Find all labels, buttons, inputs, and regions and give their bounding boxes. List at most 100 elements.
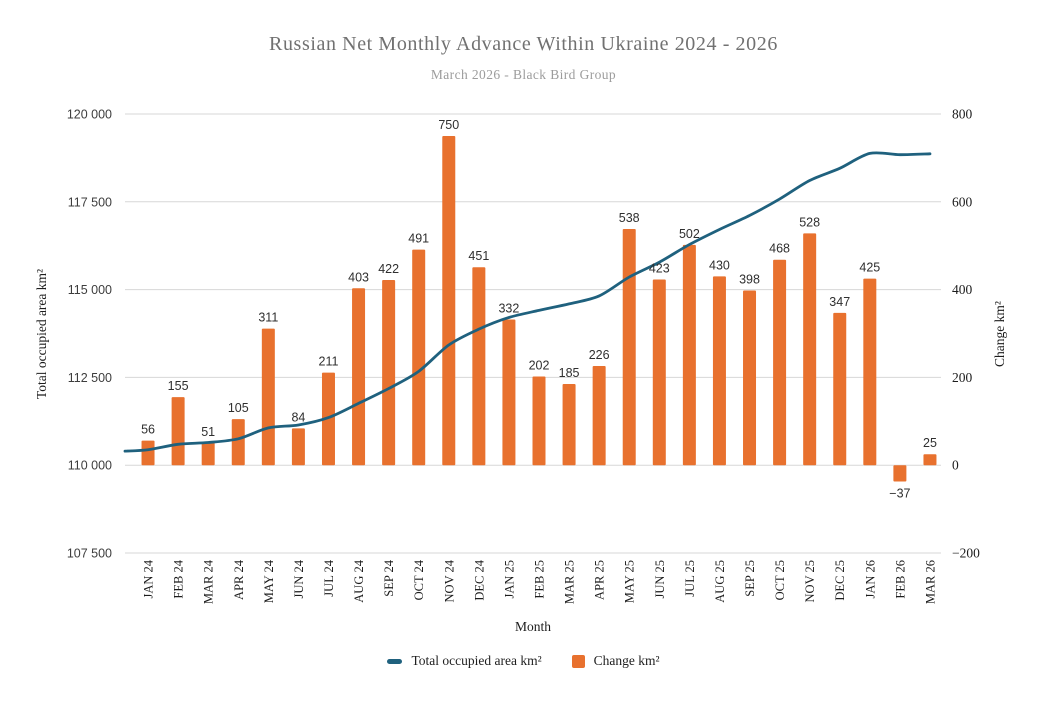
bar-value-label: 185 [559,366,580,380]
bar [442,135,456,466]
x-axis-tick-label: MAY 24 [262,559,276,603]
left-axis-tick-label: 115 000 [68,283,112,297]
bar-value-label: 398 [739,272,760,286]
bar-value-label: 211 [319,355,339,369]
x-axis-tick-label: DEC 24 [472,559,486,600]
bar-value-label: 423 [649,262,670,276]
x-axis-tick-label: OCT 25 [773,560,787,600]
legend-item-change: Change km² [571,653,660,669]
right-axis-tick-label: 0 [952,458,959,473]
x-axis-tick-label: FEB 25 [533,560,547,599]
bar [863,278,877,466]
bar-value-label: 226 [589,348,610,362]
chart-title: Russian Net Monthly Advance Within Ukrai… [269,33,778,55]
right-axis-ticks: 800 600 400 200 0 −200 [952,107,980,561]
bar-series [141,135,937,482]
x-axis-tick-label: MAY 25 [623,560,637,603]
bar-value-label: 25 [923,436,937,450]
bar-value-label: 538 [619,211,640,225]
x-axis-tick-label: FEB 26 [893,560,907,599]
bar-value-label: 502 [679,227,700,241]
bar-value-label: 84 [291,410,305,424]
x-axis-tick-label: MAR 24 [202,559,216,604]
x-axis-tick-label: APR 25 [593,560,607,600]
line-series [123,151,932,453]
bar [833,312,847,466]
bar-value-label: 528 [799,215,820,229]
bar [743,290,757,466]
bar-value-label: 311 [258,311,278,325]
bar [472,267,486,466]
bar-value-label: 451 [468,249,489,263]
bar [622,229,636,466]
x-axis-tick-label: NOV 24 [442,559,456,602]
line-swatch-icon [387,658,403,664]
gridlines [125,113,941,554]
x-axis-tick-label: APR 24 [232,559,246,600]
left-axis-tick-label: 120 000 [67,108,112,122]
bar [652,279,666,466]
x-axis-tick-label: MAR 25 [563,560,577,604]
bar [592,365,606,466]
bar-value-labels: 56 155 51 105 311 84 211 403 422 491 750 451 332 202 1… [141,118,937,500]
right-axis-tick-label: 600 [952,194,973,209]
x-axis-tick-label: AUG 24 [352,559,366,602]
bar-value-label: 750 [438,118,459,132]
bar-value-label: 403 [348,270,369,284]
bar [712,276,726,466]
bar [502,319,516,466]
bar [171,397,185,466]
right-axis-tick-label: 200 [952,370,973,385]
x-axis-tick-label: JAN 25 [502,560,516,599]
bar-value-label: −37 [889,486,910,500]
x-axis-ticks: JAN 24 FEB 24 MAR 24 APR 24 MAY 24 JUN 24 JUL … [142,559,938,604]
bar [412,249,426,466]
bar [141,440,155,466]
right-axis-tick-label: −200 [952,546,980,561]
x-axis-tick-label: JUN 24 [292,559,306,598]
bar-swatch-icon [571,654,585,668]
bar [201,442,215,466]
x-axis-tick-label: SEP 25 [743,560,757,597]
bar-value-label: 56 [141,423,155,437]
right-axis-tick-label: 400 [952,282,973,297]
left-axis-ticks: 120 000 117 500 115 000 112 500 110 000 107 5… [67,108,112,561]
chart-subtitle: March 2026 - Black Bird Group [430,67,617,82]
bar [562,383,576,466]
bar [231,419,245,466]
bar [893,465,907,482]
bar-value-label: 491 [408,232,429,246]
legend: Total occupied area km² Change km² [0,653,1047,669]
x-axis-tick-label: DEC 25 [833,560,847,601]
left-axis-tick-label: 117 500 [68,195,112,209]
bar [773,259,787,466]
bar [803,233,817,466]
bar-value-label: 430 [709,258,730,272]
x-axis-tick-label: JUN 25 [653,560,667,599]
left-axis-tick-label: 112 500 [68,371,112,385]
bar-value-label: 202 [529,359,550,373]
x-axis-tick-label: JUL 25 [683,560,697,597]
left-axis-tick-label: 110 000 [68,459,112,473]
bar [682,244,696,466]
x-axis-tick-label: JUL 24 [322,559,336,596]
left-axis-tick-label: 107 500 [67,547,112,561]
x-axis-tick-label: SEP 24 [382,559,396,596]
x-axis-tick-label: NOV 25 [803,560,817,602]
x-axis-tick-label: MAR 26 [923,560,937,604]
right-axis-tick-label: 800 [952,107,973,122]
bar-value-label: 105 [228,401,249,415]
bar [382,279,396,466]
bar-value-label: 422 [378,262,399,276]
left-axis-title: Total occupied area km² [34,269,49,399]
bar [532,376,546,466]
bar [291,428,305,466]
bar [352,288,366,466]
bar-value-label: 332 [498,301,519,315]
bar-value-label: 51 [201,425,215,439]
x-axis-tick-label: JAN 26 [863,560,877,599]
x-axis-tick-label: AUG 25 [713,560,727,603]
bar [261,328,275,466]
